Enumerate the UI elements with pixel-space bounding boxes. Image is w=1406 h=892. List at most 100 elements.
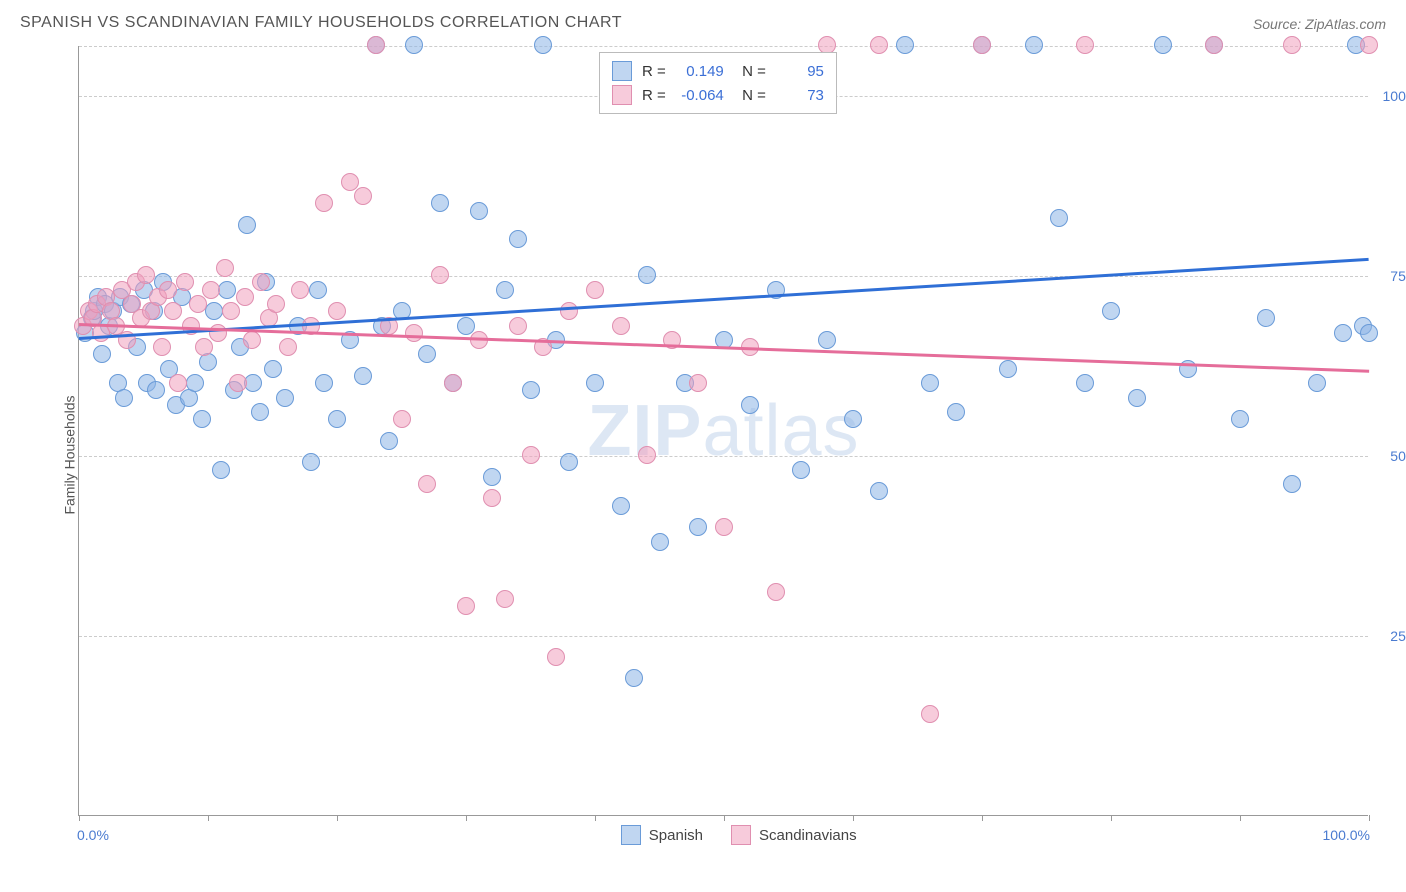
scatter-point <box>176 273 194 291</box>
x-tick <box>982 815 983 821</box>
scatter-point <box>279 338 297 356</box>
scatter-point <box>792 461 810 479</box>
scatter-point <box>638 266 656 284</box>
scatter-point <box>896 36 914 54</box>
scatter-point <box>509 230 527 248</box>
scatter-point <box>315 374 333 392</box>
scatter-point <box>870 36 888 54</box>
scatter-point <box>1334 324 1352 342</box>
scatter-point <box>457 597 475 615</box>
stat-n-label: N = <box>734 63 766 80</box>
scatter-point <box>328 302 346 320</box>
stat-r-value: 0.149 <box>676 63 724 80</box>
scatter-point <box>264 360 282 378</box>
legend: SpanishScandinavians <box>621 825 857 845</box>
scatter-point <box>202 281 220 299</box>
scatter-point <box>612 317 630 335</box>
scatter-point <box>870 482 888 500</box>
legend-swatch <box>731 825 751 845</box>
watermark: ZIPatlas <box>587 390 859 472</box>
scatter-point <box>1076 374 1094 392</box>
chart-container: Family Households ZIPatlas 25.0%50.0%75.… <box>20 40 1386 870</box>
scatter-point <box>195 338 213 356</box>
y-tick-label: 50.0% <box>1374 448 1406 464</box>
scatter-point <box>947 403 965 421</box>
scatter-point <box>1231 410 1249 428</box>
scatter-point <box>638 446 656 464</box>
legend-swatch <box>612 61 632 81</box>
scatter-point <box>222 302 240 320</box>
x-tick <box>208 815 209 821</box>
scatter-point <box>1257 309 1275 327</box>
scatter-point <box>586 281 604 299</box>
scatter-point <box>418 345 436 363</box>
scatter-point <box>405 36 423 54</box>
scatter-point <box>1205 36 1223 54</box>
legend-swatch <box>621 825 641 845</box>
stat-r-value: -0.064 <box>676 87 724 104</box>
scatter-point <box>405 324 423 342</box>
legend-item: Scandinavians <box>731 825 857 845</box>
scatter-point <box>243 331 261 349</box>
scatter-point <box>522 446 540 464</box>
scatter-point <box>547 648 565 666</box>
x-axis-min-label: 0.0% <box>77 827 109 843</box>
scatter-point <box>418 475 436 493</box>
scatter-point <box>715 518 733 536</box>
scatter-point <box>216 259 234 277</box>
scatter-point <box>973 36 991 54</box>
scatter-point <box>1102 302 1120 320</box>
scatter-point <box>483 489 501 507</box>
scatter-point <box>999 360 1017 378</box>
scatter-point <box>236 288 254 306</box>
x-tick <box>853 815 854 821</box>
x-tick <box>1111 815 1112 821</box>
scatter-point <box>651 533 669 551</box>
scatter-point <box>1025 36 1043 54</box>
scatter-point <box>1283 475 1301 493</box>
scatter-point <box>560 453 578 471</box>
scatter-point <box>328 410 346 428</box>
x-tick <box>1240 815 1241 821</box>
scatter-point <box>534 36 552 54</box>
scatter-point <box>354 367 372 385</box>
scatter-point <box>193 410 211 428</box>
scatter-point <box>1076 36 1094 54</box>
scatter-point <box>393 410 411 428</box>
scatter-point <box>1050 209 1068 227</box>
scatter-point <box>560 302 578 320</box>
scatter-point <box>276 389 294 407</box>
scatter-point <box>341 173 359 191</box>
scatter-point <box>244 374 262 392</box>
scatter-point <box>522 381 540 399</box>
scatter-point <box>431 266 449 284</box>
scatter-point <box>186 374 204 392</box>
y-tick-label: 25.0% <box>1374 628 1406 644</box>
chart-title: SPANISH VS SCANDINAVIAN FAMILY HOUSEHOLD… <box>20 14 622 32</box>
scatter-point <box>159 281 177 299</box>
scatter-point <box>457 317 475 335</box>
scatter-point <box>767 583 785 601</box>
scatter-point <box>252 273 270 291</box>
scatter-point <box>818 331 836 349</box>
scatter-point <box>93 345 111 363</box>
stat-n-label: N = <box>734 87 766 104</box>
scatter-point <box>1360 324 1378 342</box>
scatter-point <box>164 302 182 320</box>
scatter-point <box>137 266 155 284</box>
scatter-point <box>380 432 398 450</box>
x-axis-max-label: 100.0% <box>1323 827 1370 843</box>
scatter-point <box>689 518 707 536</box>
scatter-point <box>586 374 604 392</box>
scatter-point <box>169 374 187 392</box>
scatter-point <box>689 374 707 392</box>
stats-row: R =-0.064 N =73 <box>612 83 824 107</box>
scatter-point <box>315 194 333 212</box>
stat-n-value: 73 <box>776 87 824 104</box>
scatter-point <box>212 461 230 479</box>
gridline <box>79 456 1368 457</box>
scatter-point <box>921 374 939 392</box>
x-tick <box>724 815 725 821</box>
y-tick-label: 75.0% <box>1374 268 1406 284</box>
scatter-point <box>153 338 171 356</box>
